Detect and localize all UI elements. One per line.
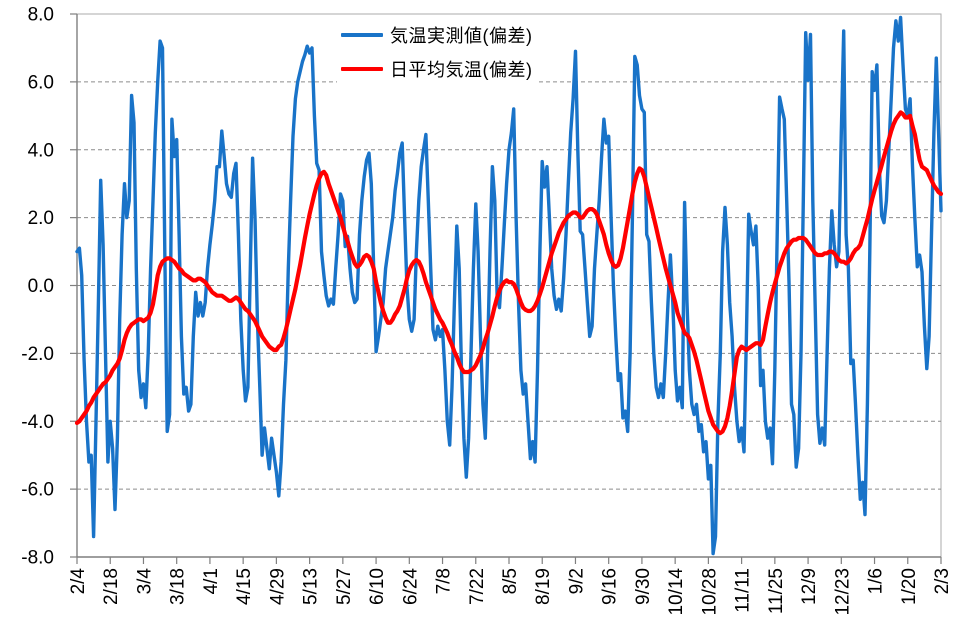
legend-line-sample-observed — [341, 33, 383, 37]
y-axis-label: -2.0 — [21, 344, 54, 365]
legend-item-daily-mean: 日平均気温(偏差) — [341, 54, 533, 84]
y-axis-label: 8.0 — [28, 5, 54, 26]
x-axis-label: 2/18 — [101, 568, 122, 605]
x-axis-label: 6/10 — [367, 568, 388, 605]
series-daily-mean-line — [74, 110, 944, 436]
x-axis-label: 9/16 — [600, 568, 621, 605]
x-axis-label: 11/11 — [733, 568, 754, 613]
x-axis-label: 8/19 — [533, 568, 554, 605]
x-axis-label: 8/5 — [500, 568, 521, 594]
x-axis-label: 9/2 — [566, 568, 587, 594]
x-axis-label: 2/4 — [68, 568, 89, 595]
y-axis-label: 4.0 — [28, 140, 54, 161]
x-axis-label: 5/27 — [334, 568, 355, 605]
legend-label-daily-mean: 日平均気温(偏差) — [390, 60, 533, 80]
x-axis-label: 9/30 — [633, 568, 654, 605]
x-axis-label: 2/3 — [932, 568, 953, 594]
legend-label-observed: 気温実測値(偏差) — [390, 26, 533, 46]
y-axis-label: 2.0 — [28, 208, 54, 229]
x-axis-label: 3/4 — [134, 568, 155, 595]
y-axis-label: 6.0 — [28, 72, 54, 93]
x-axis-label: 6/24 — [400, 568, 421, 605]
x-axis-label: 11/25 — [766, 568, 787, 614]
y-axis-label: 0.0 — [28, 276, 54, 297]
y-axis-label: -4.0 — [21, 412, 54, 433]
x-axis-label: 12/9 — [799, 568, 820, 605]
legend-item-observed: 気温実測値(偏差) — [341, 20, 533, 50]
x-axis-label: 12/23 — [832, 568, 853, 616]
series-observed-line — [75, 15, 943, 556]
x-axis-label: 7/22 — [467, 568, 488, 605]
x-axis-label: 10/14 — [666, 568, 687, 616]
legend-line-sample-daily-mean — [341, 67, 383, 71]
x-axis-label: 10/28 — [699, 568, 720, 616]
x-axis-label: 3/18 — [168, 568, 189, 605]
y-axis-label: -6.0 — [21, 480, 54, 501]
x-axis-label: 4/29 — [267, 568, 288, 605]
y-axis-label: -8.0 — [21, 548, 54, 569]
x-axis-label: 1/6 — [866, 568, 887, 594]
x-axis-label: 4/15 — [234, 568, 255, 605]
x-axis-label: 7/8 — [434, 568, 455, 594]
x-axis-label: 1/20 — [899, 568, 920, 605]
x-axis-label: 5/13 — [301, 568, 322, 605]
legend: 気温実測値(偏差) 日平均気温(偏差) — [337, 18, 537, 86]
x-axis-label: 4/1 — [201, 568, 222, 594]
